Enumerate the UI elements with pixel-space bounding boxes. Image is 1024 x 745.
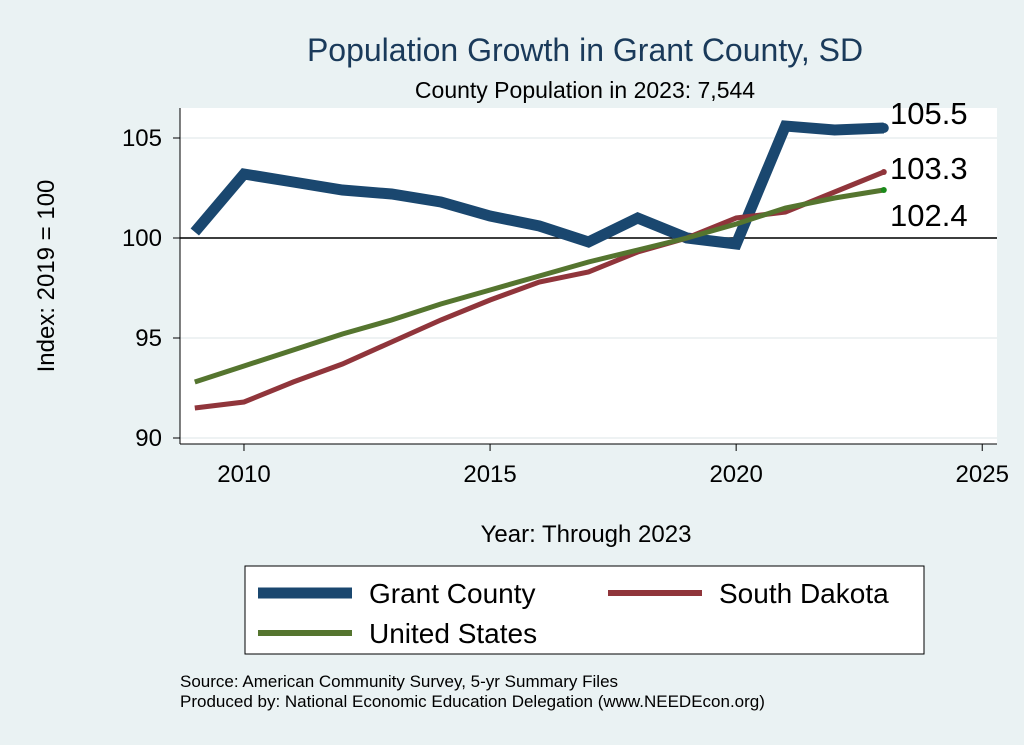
end-label-south-dakota: 103.3 bbox=[890, 151, 968, 186]
series-line-united-states bbox=[194, 187, 885, 385]
x-tick-label-2020: 2020 bbox=[709, 461, 762, 488]
y-tick-label-100: 100 bbox=[122, 225, 162, 252]
legend-box bbox=[244, 565, 925, 655]
end-labels: 105.5 103.3 102.4 bbox=[890, 96, 968, 233]
end-label-united-states: 102.4 bbox=[890, 198, 968, 233]
legend-label-south-dakota: South Dakota bbox=[719, 578, 889, 609]
source-note: Source: American Community Survey, 5-yr … bbox=[180, 672, 618, 691]
end-label-grant-county: 105.5 bbox=[890, 96, 968, 131]
legend: Grant County South Dakota United States bbox=[244, 565, 925, 655]
legend-label-grant-county: Grant County bbox=[369, 578, 536, 609]
series-line-grant-county bbox=[190, 120, 885, 250]
y-tick-label-105: 105 bbox=[122, 125, 162, 152]
chart-title: Population Growth in Grant County, SD bbox=[307, 32, 863, 68]
y-tick-label-90: 90 bbox=[135, 425, 162, 452]
x-tick-label-2025: 2025 bbox=[956, 461, 1009, 488]
x-axis-label: Year: Through 2023 bbox=[481, 521, 692, 548]
end-point-united-states bbox=[880, 187, 887, 193]
x-tick-label-2010: 2010 bbox=[217, 461, 270, 488]
chart-subtitle: County Population in 2023: 7,544 bbox=[415, 77, 755, 103]
produced-by-note: Produced by: National Economic Education… bbox=[180, 692, 765, 711]
legend-label-united-states: United States bbox=[369, 618, 537, 649]
y-axis-label: Index: 2019 = 100 bbox=[33, 180, 60, 373]
x-tick-label-2015: 2015 bbox=[463, 461, 516, 488]
series-lines bbox=[190, 120, 889, 411]
plot-area bbox=[180, 108, 997, 444]
y-tick-label-95: 95 bbox=[135, 325, 162, 352]
axes: 90 95 100 105 2010 2015 2020 2025 bbox=[122, 108, 1009, 488]
end-point-south-dakota bbox=[880, 169, 887, 175]
end-point-grant-county bbox=[878, 123, 889, 133]
